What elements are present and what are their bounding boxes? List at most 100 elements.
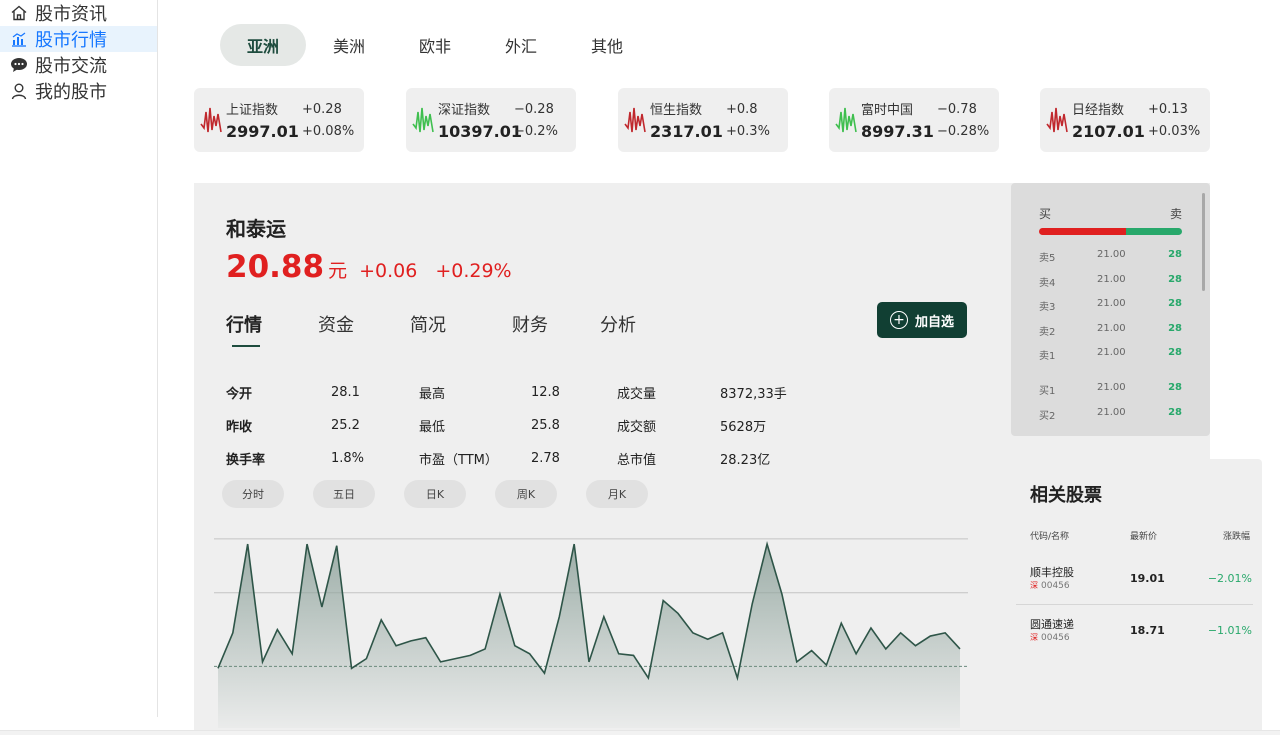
- ob-volume: 28: [1168, 249, 1182, 260]
- period-monthly-k-button[interactable]: 月K: [586, 480, 648, 508]
- ob-level: 买2: [1039, 411, 1056, 422]
- tab-americas[interactable]: 美洲: [332, 37, 365, 56]
- tab-asia[interactable]: 亚洲: [220, 24, 306, 66]
- price-chart[interactable]: [214, 528, 974, 728]
- index-card-ftse-china[interactable]: 富时中国 8997.31 −0.78 −0.28%: [829, 88, 999, 152]
- index-price: 2107.01: [1072, 122, 1145, 141]
- ob-level: 卖5: [1039, 253, 1056, 264]
- sidebar-item-news[interactable]: 股市资讯: [0, 0, 157, 26]
- ob-volume: 28: [1168, 407, 1182, 418]
- add-to-watchlist-button[interactable]: + 加自选: [877, 302, 967, 338]
- index-change: +0.28: [302, 101, 342, 117]
- stat-value: 1.8%: [331, 451, 365, 466]
- tab-analysis[interactable]: 分析: [600, 315, 636, 336]
- ob-price: 21.00: [1097, 407, 1126, 418]
- order-book-row: 买2 21.00 28: [1039, 407, 1182, 422]
- tab-europe-africa[interactable]: 欧非: [418, 37, 451, 56]
- price-unit: 元: [328, 260, 348, 282]
- period-selector: 分时 五日 日K 周K 月K: [222, 480, 677, 508]
- trend-sparkline-icon: [412, 107, 434, 133]
- sidebar-item-label: 股市行情: [35, 30, 107, 51]
- related-code-number: 00456: [1041, 581, 1070, 591]
- index-name: 恒生指数: [650, 103, 703, 118]
- tab-forex[interactable]: 外汇: [504, 37, 537, 56]
- sidebar-item-label: 股市资讯: [35, 4, 107, 25]
- divider: [1016, 604, 1253, 605]
- related-stocks-panel: 相关股票 代码/名称 最新价 涨跌幅 顺丰控股 深 00456 19.01 −2.…: [1012, 459, 1262, 735]
- tab-other[interactable]: 其他: [590, 37, 623, 56]
- trend-sparkline-icon: [624, 107, 646, 133]
- ob-volume: 28: [1168, 323, 1182, 334]
- sell-ratio-fill: [1126, 228, 1182, 235]
- tab-finance[interactable]: 财务: [512, 315, 548, 336]
- tab-quote[interactable]: 行情: [226, 311, 262, 347]
- stats-table: 今开 28.1 最高 12.8 成交量 8372,33手 昨收 25.2 最低 …: [226, 376, 820, 475]
- stat-value: 28.23亿: [720, 453, 771, 468]
- stock-price: 20.88: [226, 249, 325, 285]
- index-change: +0.13: [1148, 101, 1188, 117]
- sidebar-item-label: 股市交流: [35, 56, 107, 77]
- index-pct: −0.2%: [514, 123, 558, 139]
- index-price: 10397.01: [438, 122, 523, 141]
- plus-circle-icon: +: [889, 311, 908, 329]
- market-tag: 深: [1030, 633, 1038, 642]
- stat-label: 换手率: [226, 453, 266, 468]
- related-title: 相关股票: [1030, 485, 1102, 506]
- sidebar-item-mine[interactable]: 我的股市: [0, 78, 157, 104]
- period-daily-k-button[interactable]: 日K: [404, 480, 466, 508]
- price-change-pct: +0.29%: [435, 260, 512, 282]
- index-name: 上证指数: [226, 103, 279, 118]
- chart-icon: [10, 30, 28, 48]
- index-change: −0.78: [937, 101, 977, 117]
- buy-ratio-fill: [1039, 228, 1127, 235]
- ob-level: 卖3: [1039, 302, 1056, 313]
- horizontal-scrollbar[interactable]: [0, 730, 1280, 735]
- related-price: 18.71: [1130, 624, 1165, 637]
- order-book-row: 买1 21.00 28: [1039, 382, 1182, 397]
- stat-value: 5628万: [720, 420, 767, 435]
- order-book-row: 卖4 21.00 28: [1039, 274, 1182, 289]
- stat-value: 25.2: [331, 418, 360, 433]
- order-book-scrollbar[interactable]: [1202, 193, 1205, 291]
- period-intraday-button[interactable]: 分时: [222, 480, 284, 508]
- index-card-shenzhen[interactable]: 深证指数 10397.01 −0.28 −0.2%: [406, 88, 576, 152]
- period-weekly-k-button[interactable]: 周K: [495, 480, 557, 508]
- detail-tabs: 行情 资金 简况 财务 分析: [226, 311, 692, 347]
- stats-row: 今开 28.1 最高 12.8 成交量 8372,33手: [226, 376, 820, 409]
- index-card-hangseng[interactable]: 恒生指数 2317.01 +0.8 +0.3%: [618, 88, 788, 152]
- index-card-nikkei[interactable]: 日经指数 2107.01 +0.13 +0.03%: [1040, 88, 1210, 152]
- stock-name: 和泰运: [226, 217, 286, 241]
- col-code-header: 代码/名称: [1030, 532, 1070, 542]
- ob-level: 卖1: [1039, 351, 1056, 362]
- index-card-shanghai[interactable]: 上证指数 2997.01 +0.28 +0.08%: [194, 88, 364, 152]
- stat-value: 8372,33手: [720, 387, 787, 402]
- stat-label: 今开: [226, 387, 253, 402]
- sidebar-item-market[interactable]: 股市行情: [0, 26, 157, 52]
- order-book-row: 卖1 21.00 28: [1039, 347, 1182, 362]
- related-name: 顺丰控股: [1030, 566, 1074, 579]
- ob-volume: 28: [1168, 347, 1182, 358]
- sidebar-item-community[interactable]: 股市交流: [0, 52, 157, 78]
- market-tag: 深: [1030, 581, 1038, 590]
- stats-row: 昨收 25.2 最低 25.8 成交额 5628万: [226, 409, 820, 442]
- sidebar: 股市资讯 股市行情 股市交流 我的股市: [0, 0, 158, 717]
- ob-level: 卖4: [1039, 278, 1056, 289]
- stat-label: 成交量: [617, 387, 657, 402]
- tab-overview[interactable]: 简况: [410, 315, 446, 336]
- sell-label: 卖: [1169, 207, 1182, 221]
- col-price-header: 最新价: [1130, 532, 1158, 542]
- order-book-row: 卖2 21.00 28: [1039, 323, 1182, 338]
- sidebar-item-label: 我的股市: [35, 82, 107, 103]
- period-5day-button[interactable]: 五日: [313, 480, 375, 508]
- related-name: 圆通速递: [1030, 618, 1074, 631]
- index-pct: +0.03%: [1148, 123, 1201, 139]
- tab-funds[interactable]: 资金: [318, 315, 354, 336]
- index-change: −0.28: [514, 101, 554, 117]
- ob-level: 卖2: [1039, 327, 1056, 338]
- stats-row: 换手率 1.8% 市盈（TTM） 2.78 总市值 28.23亿: [226, 442, 820, 475]
- index-price: 8997.31: [861, 122, 934, 141]
- ob-price: 21.00: [1097, 298, 1126, 309]
- related-row[interactable]: 圆通速递 深 00456 18.71 −1.01%: [1030, 616, 1252, 666]
- stat-value: 2.78: [531, 451, 560, 466]
- related-row[interactable]: 顺丰控股 深 00456 19.01 −2.01%: [1030, 564, 1252, 614]
